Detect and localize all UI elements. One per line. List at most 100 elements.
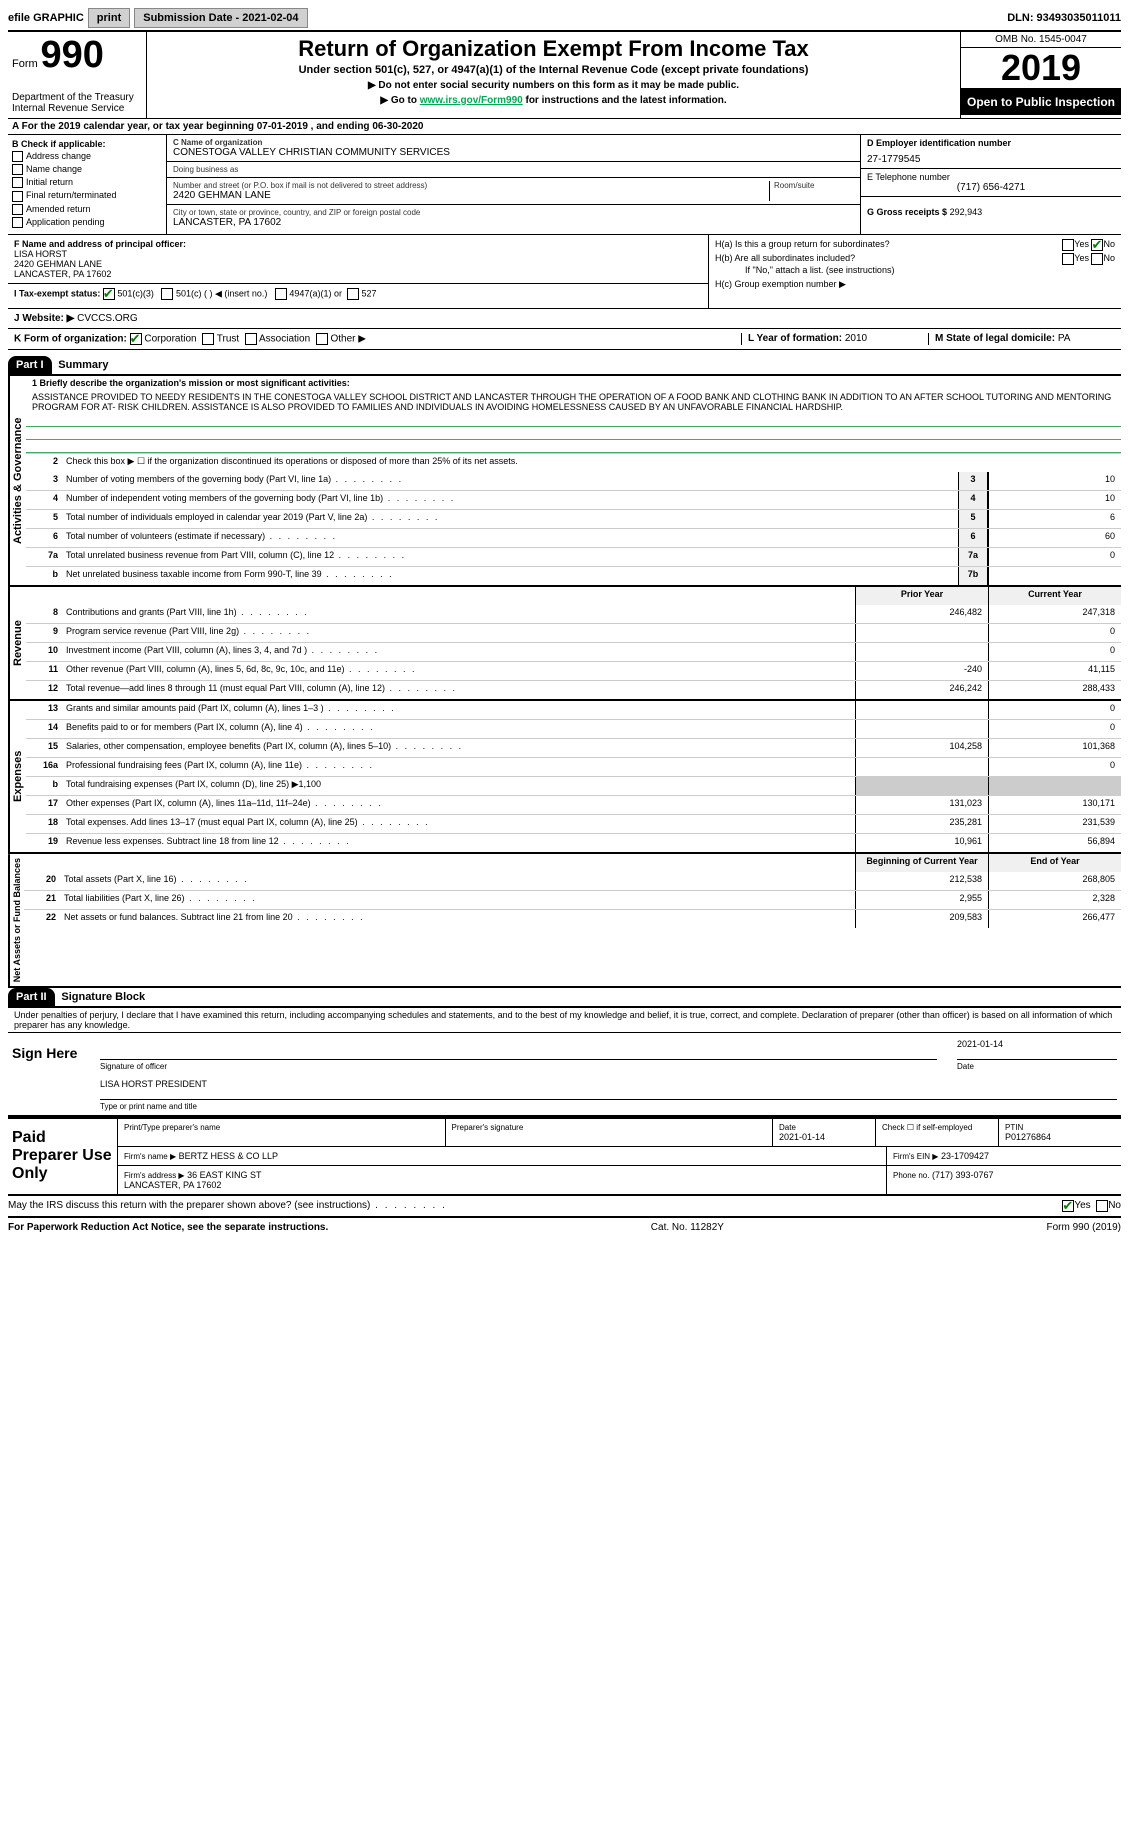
j-label: J Website: ▶	[14, 313, 74, 324]
gross-receipts-value: 292,943	[950, 207, 983, 217]
phone-label: E Telephone number	[867, 172, 1115, 182]
l1-label: 1 Briefly describe the organization's mi…	[26, 376, 1121, 390]
note2-post: for instructions and the latest informat…	[523, 95, 727, 106]
department-label: Department of the Treasury Internal Reve…	[12, 92, 142, 114]
hb-yes[interactable]	[1062, 253, 1074, 265]
firm-ein: 23-1709427	[941, 1151, 989, 1161]
chk-501c[interactable]	[161, 288, 173, 300]
sign-here-label: Sign Here	[8, 1033, 96, 1115]
chk-final[interactable]: Final return/terminated	[12, 190, 162, 201]
chk-corp[interactable]	[130, 333, 142, 345]
chk-501c3[interactable]	[103, 288, 115, 300]
section-expenses: Expenses 13 Grants and similar amounts p…	[8, 701, 1121, 854]
year-formation: 2010	[845, 333, 867, 344]
exp-line-19: 19 Revenue less expenses. Subtract line …	[26, 833, 1121, 852]
rev-line-10: 10 Investment income (Part VIII, column …	[26, 642, 1121, 661]
discuss-no[interactable]	[1096, 1200, 1108, 1212]
exp-line-b: b Total fundraising expenses (Part IX, c…	[26, 776, 1121, 795]
hb-no[interactable]	[1091, 253, 1103, 265]
chk-4947[interactable]	[275, 288, 287, 300]
part1-title: Summary	[54, 359, 108, 371]
part2-num: Part II	[8, 988, 55, 1006]
chk-527[interactable]	[347, 288, 359, 300]
ein-label: D Employer identification number	[867, 138, 1115, 148]
footer-right: Form 990 (2019)	[1047, 1222, 1121, 1233]
hdr-prior: Prior Year	[855, 587, 988, 605]
hb-note: If "No," attach a list. (see instruction…	[715, 265, 1115, 275]
sign-here-block: Sign Here Signature of officer 2021-01-1…	[8, 1033, 1121, 1117]
exp-line-18: 18 Total expenses. Add lines 13–17 (must…	[26, 814, 1121, 833]
rule-1	[26, 414, 1121, 427]
hdr-beg: Beginning of Current Year	[855, 854, 988, 872]
state-domicile: PA	[1058, 333, 1071, 344]
side-exp: Expenses	[8, 701, 26, 852]
hb-label: H(b) Are all subordinates included?	[715, 253, 1062, 265]
print-button[interactable]: print	[88, 8, 130, 28]
part1-num: Part I	[8, 356, 52, 374]
entity-info-grid: B Check if applicable: Address change Na…	[8, 135, 1121, 235]
part2-title: Signature Block	[57, 991, 145, 1003]
box-b-label: B Check if applicable:	[12, 139, 162, 149]
ha-no[interactable]	[1091, 239, 1103, 251]
chk-amended[interactable]: Amended return	[12, 204, 162, 215]
officer-addr1: 2420 GEHMAN LANE	[14, 259, 702, 269]
form-title: Return of Organization Exempt From Incom…	[155, 36, 952, 62]
room-label: Room/suite	[774, 181, 854, 190]
sig-date-line: 2021-01-14	[957, 1039, 1117, 1060]
firm-addr-label: Firm's address ▶	[124, 1171, 185, 1180]
l2-num: 2	[26, 454, 62, 472]
form-number: 990	[40, 34, 103, 76]
note-ssn: ▶ Do not enter social security numbers o…	[155, 80, 952, 91]
box-c: C Name of organization CONESTOGA VALLEY …	[167, 135, 861, 234]
open-to-public: Open to Public Inspection	[961, 89, 1121, 115]
irs-link[interactable]: www.irs.gov/Form990	[420, 95, 523, 106]
gov-line-b: b Net unrelated business taxable income …	[26, 566, 1121, 585]
form-subtitle: Under section 501(c), 527, or 4947(a)(1)…	[155, 64, 952, 76]
exp-line-17: 17 Other expenses (Part IX, column (A), …	[26, 795, 1121, 814]
k-label: K Form of organization:	[14, 333, 127, 344]
submission-date-button[interactable]: Submission Date - 2021-02-04	[134, 8, 307, 28]
net-line-22: 22 Net assets or fund balances. Subtract…	[24, 909, 1121, 928]
phone-value: (717) 656-4271	[867, 182, 1115, 193]
jurat-text: Under penalties of perjury, I declare th…	[8, 1008, 1121, 1033]
street-address: 2420 GEHMAN LANE	[173, 190, 769, 201]
officer-signature-line[interactable]	[100, 1039, 937, 1060]
side-gov: Activities & Governance	[8, 376, 26, 585]
top-bar: efile GRAPHIC print Submission Date - 20…	[8, 8, 1121, 32]
net-line-20: 20 Total assets (Part X, line 16) 212,53…	[24, 872, 1121, 890]
paid-prep-label: Paid Preparer Use Only	[8, 1119, 118, 1194]
firm-ein-label: Firm's EIN ▶	[893, 1152, 938, 1161]
chk-initial[interactable]: Initial return	[12, 177, 162, 188]
part2-bar: Part II Signature Block	[8, 988, 1121, 1008]
ein-value: 27-1779545	[867, 148, 1115, 165]
ha-yes[interactable]	[1062, 239, 1074, 251]
chk-pending[interactable]: Application pending	[12, 217, 162, 228]
header-mid: Return of Organization Exempt From Incom…	[147, 32, 961, 118]
officer-sig-label: Signature of officer	[100, 1062, 937, 1071]
firm-name: BERTZ HESS & CO LLP	[179, 1151, 278, 1161]
efile-label: efile GRAPHIC	[8, 12, 84, 24]
discuss-yes[interactable]	[1062, 1200, 1074, 1212]
chk-trust[interactable]	[202, 333, 214, 345]
tax-year: 2019	[961, 48, 1121, 89]
city-state-zip: LANCASTER, PA 17602	[173, 217, 854, 228]
org-name: CONESTOGA VALLEY CHRISTIAN COMMUNITY SER…	[173, 147, 854, 158]
discuss-q: May the IRS discuss this return with the…	[8, 1200, 1062, 1212]
box-f: F Name and address of principal officer:…	[8, 235, 709, 308]
gov-line-7a: 7a Total unrelated business revenue from…	[26, 547, 1121, 566]
chk-address[interactable]: Address change	[12, 151, 162, 162]
prep-h2: Preparer's signature	[452, 1123, 767, 1132]
rev-line-8: 8 Contributions and grants (Part VIII, l…	[26, 605, 1121, 623]
chk-other[interactable]	[316, 333, 328, 345]
website-value: CVCCS.ORG	[77, 313, 138, 324]
addr-label: Number and street (or P.O. box if mail i…	[173, 181, 769, 190]
discuss-row: May the IRS discuss this return with the…	[8, 1196, 1121, 1218]
officer-label: F Name and address of principal officer:	[14, 239, 702, 249]
prep-h4[interactable]: Check ☐ if self-employed	[882, 1123, 992, 1132]
gov-line-6: 6 Total number of volunteers (estimate i…	[26, 528, 1121, 547]
exp-line-16a: 16a Professional fundraising fees (Part …	[26, 757, 1121, 776]
rev-line-9: 9 Program service revenue (Part VIII, li…	[26, 623, 1121, 642]
header-left: Form 990 Department of the Treasury Inte…	[8, 32, 147, 118]
chk-assoc[interactable]	[245, 333, 257, 345]
chk-name[interactable]: Name change	[12, 164, 162, 175]
